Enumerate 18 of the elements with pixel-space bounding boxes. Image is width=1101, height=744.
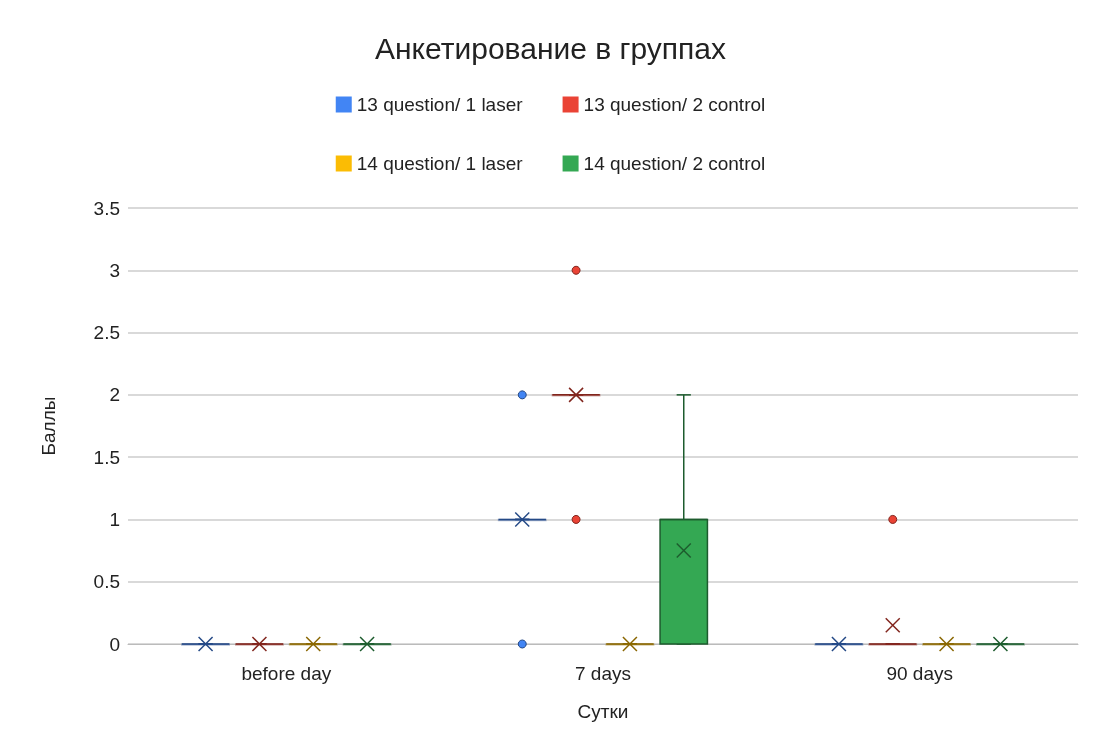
y-tick-label: 2 xyxy=(109,384,120,406)
y-tick-label: 1.5 xyxy=(93,446,120,468)
legend-label: 13 question/ 2 control xyxy=(583,94,766,115)
legend-label: 14 question/ 1 laser xyxy=(356,153,524,174)
y-tick-label: 0 xyxy=(109,633,120,655)
x-tick-label: 7 days xyxy=(575,663,631,684)
x-tick-label: 90 days xyxy=(886,663,953,684)
legend-label: 14 question/ 2 control xyxy=(583,153,766,174)
y-tick-label: 2.5 xyxy=(93,322,120,344)
y-tick-label: 3 xyxy=(109,259,120,281)
y-tick-label: 0.5 xyxy=(93,571,120,593)
chart-title: Анкетирование в группах xyxy=(375,31,726,65)
x-axis-title: Сутки xyxy=(577,701,629,722)
y-tick-label: 1 xyxy=(109,508,120,530)
y-axis-title: Баллы xyxy=(38,396,59,456)
y-tick-label: 3.5 xyxy=(93,197,120,219)
legend-label: 13 question/ 1 laser xyxy=(356,94,524,115)
x-tick-label: before day xyxy=(241,663,332,684)
